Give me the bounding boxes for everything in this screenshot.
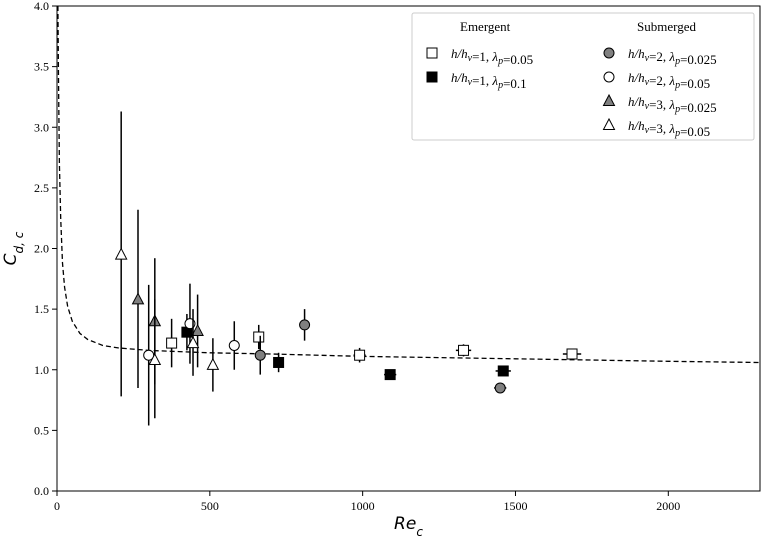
series-0 — [166, 318, 582, 368]
data-point — [273, 356, 285, 368]
y-tick-label: 4.0 — [34, 0, 49, 13]
data-point — [206, 357, 220, 370]
legend-marker — [426, 47, 438, 59]
data-point — [354, 349, 366, 361]
data-point — [494, 382, 506, 394]
data-point — [191, 323, 204, 336]
legend-entry: h/hv=1, λp=0.1 — [451, 70, 527, 91]
data-point — [114, 247, 128, 260]
x-axis-label: Rec — [394, 514, 423, 538]
legend-entry: h/hv=3, λp=0.025 — [628, 94, 717, 115]
legend-marker — [602, 117, 616, 130]
data-point — [166, 337, 178, 349]
data-point — [566, 348, 578, 360]
data-point — [253, 331, 265, 343]
data-point — [228, 340, 240, 351]
series-3 — [143, 283, 240, 426]
data-point — [458, 344, 470, 356]
legend: Emergent Submerged h/hv=1, λp=0.05 h/hv=1, … — [411, 12, 755, 141]
fit-curve — [57, 6, 760, 364]
data-point — [131, 292, 145, 305]
legend-marker — [603, 47, 615, 59]
legend-marker — [426, 71, 438, 83]
plot-area: 0 500 1000 1500 2000 0.0 0.5 1.0 1.5 2.0 2.5 3.0 3.5… — [34, 0, 761, 513]
y-tick-label: 0.0 — [34, 484, 49, 498]
y-axis-label: Cd, c — [1, 231, 26, 265]
x-tick-label: 0 — [54, 499, 60, 513]
y-tick-label: 2.0 — [34, 242, 49, 256]
data-point — [148, 352, 162, 366]
data-point — [384, 369, 396, 381]
data-point — [299, 319, 311, 331]
legend-entry: h/hv=2, λp=0.05 — [628, 70, 710, 91]
legend-box — [411, 12, 755, 141]
x-tick-label: 1500 — [503, 499, 527, 513]
legend-entry: h/hv=1, λp=0.05 — [451, 46, 533, 67]
y-tick-label: 1.5 — [34, 302, 49, 316]
series-2 — [254, 309, 507, 394]
series-5 — [114, 111, 220, 419]
legend-entry: h/hv=2, λp=0.025 — [628, 46, 717, 67]
y-tick-label: 3.0 — [34, 120, 49, 134]
x-tick-label: 1000 — [351, 499, 375, 513]
legend-marker — [602, 93, 616, 106]
data-point — [254, 349, 266, 361]
y-tick-label: 0.5 — [34, 423, 49, 437]
y-tick-label: 2.5 — [34, 181, 49, 195]
legend-marker — [603, 71, 615, 83]
x-tick-label: 2000 — [656, 499, 680, 513]
data-point — [186, 335, 200, 349]
y-tick-label: 3.5 — [34, 60, 49, 74]
y-tick-label: 1.0 — [34, 363, 49, 377]
legend-group-title: Emergent — [460, 19, 511, 34]
data-point — [497, 365, 509, 377]
legend-entry: h/hv=3, λp=0.05 — [628, 118, 710, 139]
legend-group-title: Submerged — [637, 19, 696, 34]
x-tick-label: 500 — [201, 499, 219, 513]
